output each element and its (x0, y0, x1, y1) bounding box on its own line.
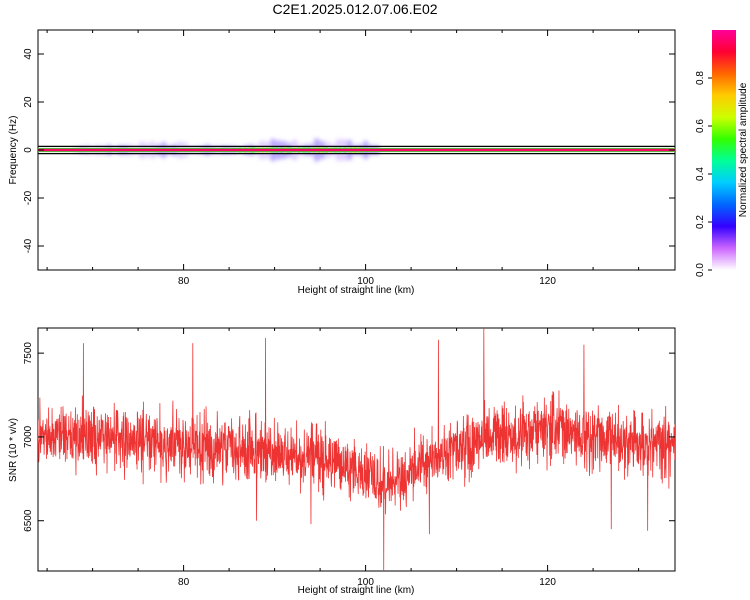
top-y-tick-label: -20 (23, 190, 34, 205)
spectral-bands (38, 138, 675, 162)
top-x-axis-label: Height of straight line (km) (298, 285, 415, 296)
bottom-x-tick-label: 80 (178, 577, 190, 588)
bottom-y-axis-label: SNR (10 * v/v) (8, 418, 19, 482)
snr-series-line (38, 328, 675, 571)
bottom-x-tick-label: 100 (357, 577, 374, 588)
colorbar-tick-label: 0.8 (695, 71, 706, 85)
colorbar: 0.0 0.2 0.4 0.6 0.8 Normalized spectral ampl… (695, 30, 749, 277)
colorbar-ticks: 0.0 0.2 0.4 0.6 0.8 (695, 71, 712, 277)
bottom-x-axis: 80 100 120 (46, 328, 640, 588)
snr-plot: 80 100 120 6500 7000 7500 Height of straight… (8, 327, 676, 596)
top-x-tick-label: 120 (539, 276, 556, 287)
bottom-x-axis-label: Height of straight line (km) (298, 585, 415, 596)
bottom-y-axis: 6500 7000 7500 (23, 342, 675, 532)
colorbar-tick-label: 0.2 (695, 215, 706, 229)
top-x-tick-label: 100 (357, 276, 374, 287)
bottom-y-tick-label: 7500 (23, 342, 34, 365)
bottom-x-tick-label: 120 (539, 577, 556, 588)
colorbar-tick-label: 0.0 (695, 263, 706, 277)
chart-title: C2E1.2025.012.07.06.E02 (272, 1, 438, 17)
top-x-tick-label: 80 (178, 276, 190, 287)
top-y-tick-label: 40 (23, 48, 34, 60)
top-y-tick-label: -40 (23, 238, 34, 253)
bottom-y-tick-label: 7000 (23, 425, 34, 448)
spectrogram-plot: 80 100 120 -40 -20 0 20 40 Height of straight … (8, 29, 676, 296)
top-y-axis: -40 -20 0 20 40 (23, 48, 675, 253)
colorbar-label: Normalized spectral amplitude (738, 82, 749, 217)
bottom-y-tick-label: 6500 (23, 509, 34, 532)
top-y-tick-label: 20 (23, 96, 34, 108)
top-x-axis: 80 100 120 (46, 30, 640, 287)
colorbar-gradient (712, 30, 736, 270)
colorbar-tick-label: 0.4 (695, 167, 706, 181)
top-y-axis-label: Frequency (Hz) (8, 116, 19, 185)
top-y-tick-label: 0 (23, 147, 34, 153)
colorbar-tick-label: 0.6 (695, 119, 706, 133)
